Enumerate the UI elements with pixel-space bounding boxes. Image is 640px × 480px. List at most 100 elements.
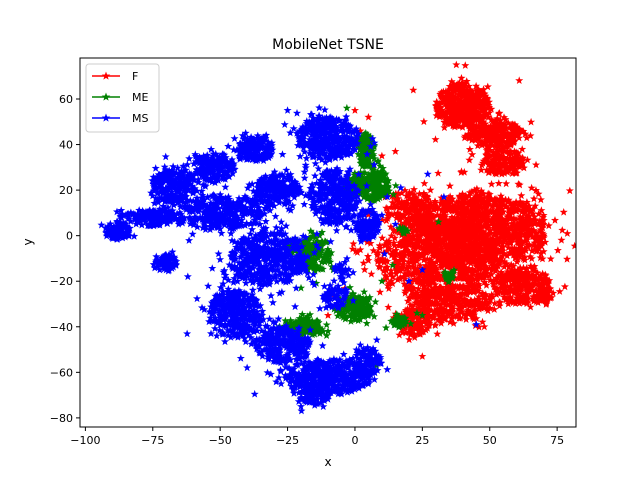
data-point (489, 280, 498, 288)
data-point (316, 242, 325, 251)
data-point (519, 296, 528, 305)
data-point (497, 279, 506, 288)
data-point (363, 158, 372, 167)
data-point (515, 286, 524, 294)
data-point (436, 213, 445, 221)
data-point (410, 250, 419, 259)
data-point (356, 245, 365, 254)
data-point (320, 126, 329, 135)
data-point (440, 214, 448, 222)
data-point (519, 203, 528, 212)
data-point (381, 271, 390, 279)
data-point (499, 249, 508, 258)
data-point (320, 105, 329, 114)
data-point (298, 135, 307, 144)
data-point (468, 251, 477, 260)
data-point (480, 255, 489, 264)
data-point (401, 186, 409, 194)
data-point (509, 297, 517, 306)
data-point (315, 329, 324, 337)
data-point (441, 199, 450, 208)
data-point (526, 131, 535, 140)
data-point (515, 159, 524, 167)
data-point (410, 240, 419, 249)
data-point (514, 180, 523, 188)
data-point (432, 263, 440, 272)
data-point (370, 138, 379, 147)
data-point (481, 123, 490, 131)
data-point (449, 319, 458, 327)
data-point (469, 216, 477, 224)
data-point (473, 141, 482, 150)
data-point (476, 242, 485, 250)
data-point (477, 232, 485, 240)
data-point (429, 205, 438, 213)
data-point (301, 241, 310, 249)
data-point (440, 123, 449, 132)
data-point (296, 126, 304, 135)
data-point (497, 118, 506, 127)
data-point (516, 263, 525, 272)
data-point (317, 258, 326, 266)
data-point (504, 263, 513, 271)
data-point (509, 219, 518, 227)
data-point (526, 206, 534, 215)
data-point (518, 226, 527, 234)
data-point (469, 104, 478, 113)
data-point (488, 260, 497, 269)
data-point (492, 275, 501, 284)
data-point (392, 269, 401, 278)
data-point (426, 278, 435, 287)
data-point (447, 238, 456, 246)
data-point (325, 149, 334, 158)
data-point (520, 292, 529, 301)
data-point (461, 61, 470, 69)
data-point (487, 194, 496, 203)
data-point (474, 193, 483, 201)
data-point (411, 206, 420, 214)
data-point (452, 223, 461, 231)
data-point (376, 161, 385, 170)
data-point (472, 131, 481, 140)
data-point (307, 246, 316, 254)
data-point (363, 150, 372, 158)
data-point (400, 229, 409, 237)
data-point (376, 263, 384, 271)
data-point (467, 224, 476, 232)
data-point (406, 319, 415, 328)
data-point (416, 214, 425, 223)
data-point (496, 201, 504, 210)
data-point (311, 239, 320, 247)
data-point (360, 287, 369, 296)
data-point (352, 299, 361, 307)
data-point (421, 261, 430, 270)
data-point (401, 286, 410, 295)
data-point (519, 127, 528, 135)
data-point (570, 241, 576, 250)
data-point (446, 90, 455, 99)
data-point (533, 242, 542, 250)
data-point (475, 96, 483, 104)
data-point (346, 301, 355, 309)
data-point (392, 249, 400, 258)
data-point (413, 239, 422, 247)
data-point (464, 257, 473, 266)
data-point (433, 211, 442, 219)
data-point (449, 102, 458, 110)
data-point (431, 197, 439, 205)
data-point (537, 293, 546, 301)
data-point (420, 192, 429, 201)
data-point (424, 233, 433, 241)
data-point (486, 161, 495, 170)
data-point (455, 309, 463, 318)
data-point (368, 150, 377, 159)
data-point (476, 200, 484, 209)
data-point (465, 145, 474, 153)
data-point (465, 191, 474, 200)
data-point (507, 224, 516, 232)
data-point (490, 158, 499, 167)
data-point (388, 261, 397, 269)
data-point (423, 276, 432, 284)
data-point (373, 257, 382, 266)
data-point (360, 139, 369, 147)
